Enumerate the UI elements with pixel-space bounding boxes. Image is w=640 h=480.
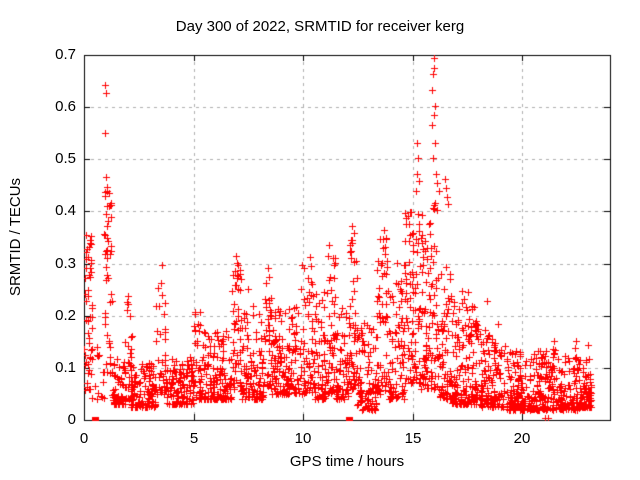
- y-tick-label: 0.2: [55, 307, 76, 324]
- chart-title: Day 300 of 2022, SRMTID for receiver ker…: [175, 18, 465, 35]
- x-tick-label: 10: [294, 430, 312, 447]
- y-tick-label: 0.1: [55, 359, 76, 376]
- x-tick-label: 5: [189, 430, 199, 447]
- x-tick-label: 0: [79, 430, 89, 447]
- y-tick-label: 0.7: [55, 46, 76, 63]
- y-tick-label: 0: [67, 411, 76, 428]
- y-tick-label: 0.6: [55, 98, 76, 115]
- y-tick-label: 0.4: [55, 202, 76, 219]
- y-tick-label: 0.3: [55, 255, 76, 272]
- x-tick-label: 20: [513, 430, 531, 447]
- y-tick-label: 0.5: [55, 150, 76, 167]
- x-tick-label: 15: [404, 430, 422, 447]
- x-axis-title: GPS time / hours: [289, 453, 405, 470]
